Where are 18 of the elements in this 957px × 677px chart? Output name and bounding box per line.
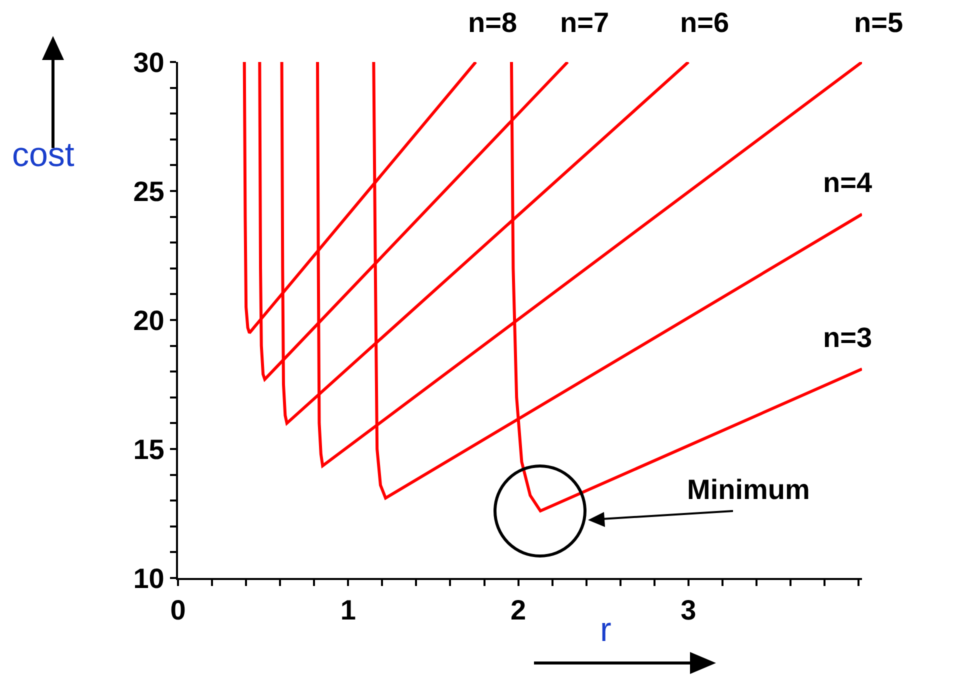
x-tick-label: 3 xyxy=(680,594,696,626)
series-label: n=5 xyxy=(854,7,904,38)
series-label: n=3 xyxy=(823,322,872,353)
annotation: Minimum xyxy=(687,474,810,505)
x-axis-title: r xyxy=(600,611,612,649)
y-tick-label: 30 xyxy=(133,46,164,78)
series-label: n=7 xyxy=(560,7,610,38)
x-tick-label: 0 xyxy=(170,594,186,626)
y-tick-label: 20 xyxy=(133,304,164,336)
y-tick-label: 15 xyxy=(133,434,164,465)
series-label: n=6 xyxy=(680,7,730,38)
series-label: n=8 xyxy=(468,7,518,38)
x-tick-label: 2 xyxy=(510,594,526,626)
series-label: n=4 xyxy=(823,167,872,198)
x-tick-label: 1 xyxy=(340,594,356,626)
y-axis-title: cost xyxy=(12,136,75,174)
y-tick-label: 10 xyxy=(133,562,164,594)
y-tick-label: 25 xyxy=(133,176,164,207)
